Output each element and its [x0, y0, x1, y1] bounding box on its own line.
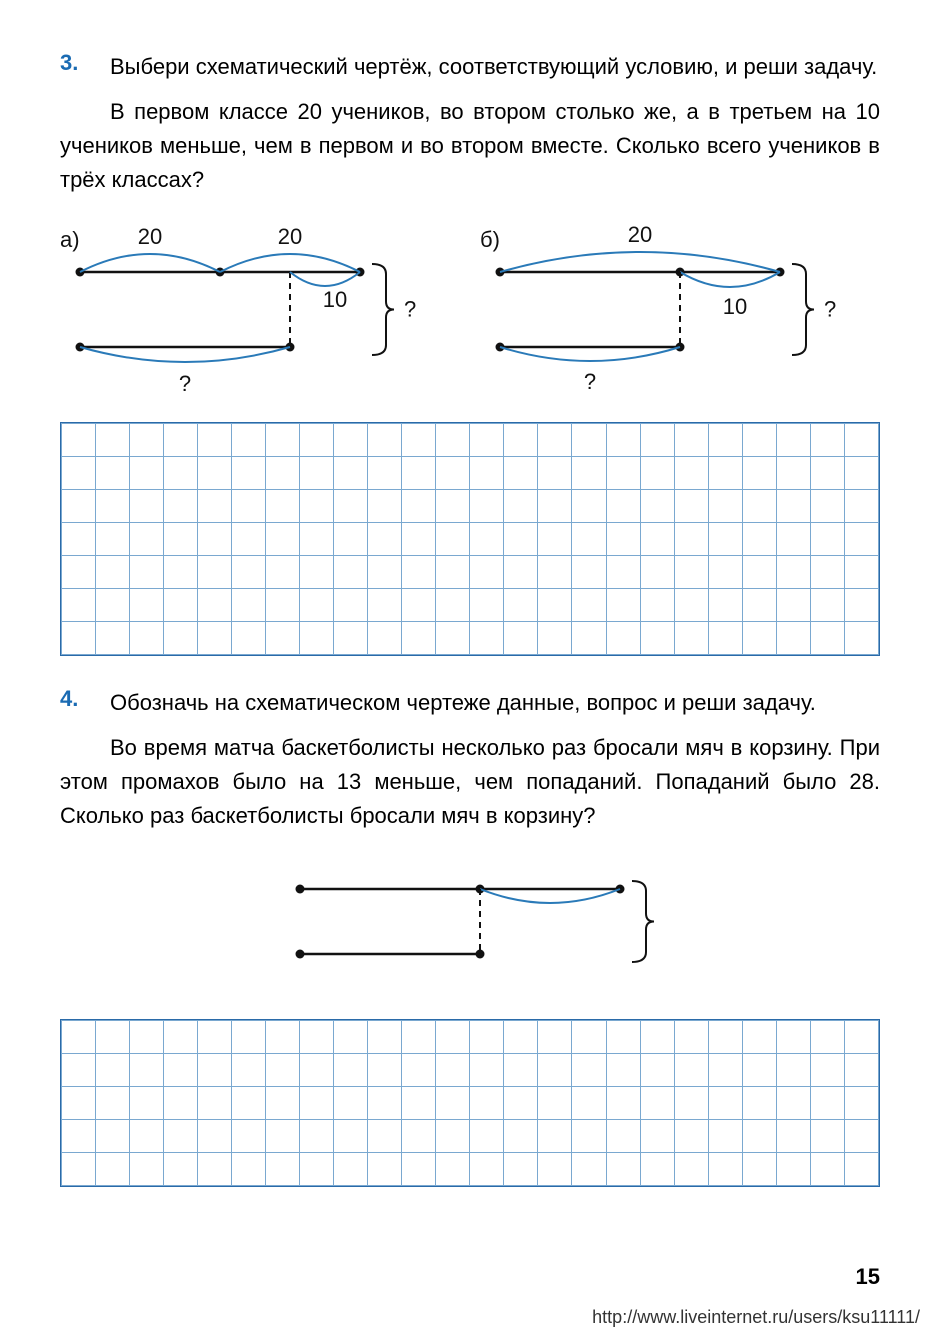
svg-text:а): а)	[60, 227, 80, 252]
problem-4-number: 4.	[60, 686, 110, 712]
svg-text:б): б)	[480, 227, 500, 252]
problem-3-title: Выбери схематический чертёж, соответству…	[110, 50, 880, 83]
svg-text:10: 10	[723, 294, 747, 319]
footer-url: http://www.liveinternet.ru/users/ksu1111…	[592, 1307, 920, 1328]
diagram-4-svg	[250, 854, 690, 994]
svg-text:20: 20	[138, 224, 162, 249]
diagram-b: б) 20 10??	[480, 217, 880, 397]
svg-text:?: ?	[179, 371, 191, 392]
page-number: 15	[856, 1264, 880, 1290]
diagram-b-svg: б) 20 10??	[480, 217, 880, 392]
problem-3-body: В первом классе 20 учеников, во втором с…	[60, 95, 880, 197]
problem-3-diagrams: а) 20 20 10?? б) 20 10??	[60, 217, 880, 397]
workbook-page: 3. Выбери схематический чертёж, соответс…	[0, 0, 940, 1340]
svg-text:?: ?	[584, 369, 596, 392]
answer-grid-4[interactable]	[60, 1019, 880, 1187]
problem-4-title: Обозначь на схематическом чертеже данные…	[110, 686, 880, 719]
svg-text:?: ?	[824, 297, 836, 322]
problem-3-header: 3. Выбери схематический чертёж, соответс…	[60, 50, 880, 83]
svg-text:10: 10	[323, 287, 347, 312]
diagram-a-svg: а) 20 20 10??	[60, 217, 460, 392]
problem-3: 3. Выбери схематический чертёж, соответс…	[60, 50, 880, 656]
problem-4-diagram-wrap	[60, 854, 880, 994]
answer-grid-3[interactable]	[60, 422, 880, 656]
diagram-a: а) 20 20 10??	[60, 217, 460, 397]
svg-text:20: 20	[628, 222, 652, 247]
problem-3-number: 3.	[60, 50, 110, 76]
problem-4-header: 4. Обозначь на схематическом чертеже дан…	[60, 686, 880, 719]
problem-4: 4. Обозначь на схематическом чертеже дан…	[60, 686, 880, 1186]
problem-4-body: Во время матча баскетболисты несколько р…	[60, 731, 880, 833]
svg-text:?: ?	[404, 297, 416, 322]
svg-text:20: 20	[278, 224, 302, 249]
